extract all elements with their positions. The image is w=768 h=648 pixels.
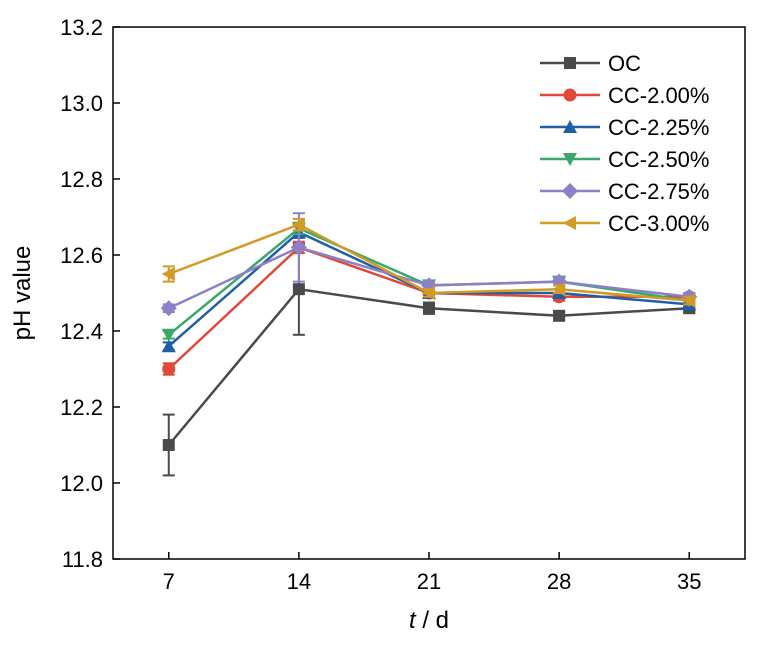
data-point-marker [162,362,176,376]
y-tick-label: 12.6 [60,243,103,268]
legend-label: CC-2.25% [608,115,709,140]
y-axis-title: pH value [9,246,36,341]
x-axis-title-variable: t [409,607,417,634]
x-tick-label: 14 [287,569,311,594]
data-point-marker [291,217,305,232]
data-point-marker [290,239,307,256]
data-point-marker [161,328,176,342]
x-axis-title: t / d [409,607,449,634]
y-tick-label: 12.4 [60,319,103,344]
legend-label: OC [608,51,641,76]
data-point-marker [422,286,435,300]
y-tick-label: 12.8 [60,167,103,192]
legend-label: CC-2.50% [608,147,709,172]
data-point-marker [553,309,566,322]
data-point-marker [563,88,577,102]
data-point-marker [160,300,177,317]
data-point-marker [564,57,576,69]
x-axis-title-unit: / d [416,607,449,634]
y-tick-label: 12.0 [60,471,103,496]
legend-item: CC-2.75% [540,179,709,204]
series-CC-3.00% [161,217,696,308]
x-tick-label: 7 [163,569,175,594]
legend-item: OC [540,51,641,76]
x-axis: 7 14 21 28 35 [163,552,701,594]
legend-label: CC-3.00% [608,211,709,236]
y-tick-label: 13.0 [60,91,103,116]
data-point-marker [161,267,175,281]
y-axis: 11.8 12.0 12.2 12.4 12.6 12.8 13.0 13.2 [60,15,120,572]
x-tick-label: 28 [547,569,571,594]
data-point-marker [292,283,305,296]
legend-item: CC-2.50% [540,147,709,172]
data-point-marker [562,183,578,199]
legend-label: CC-2.00% [608,83,709,108]
y-tick-label: 11.8 [62,547,103,572]
series-layer [160,212,698,477]
data-point-marker [423,302,435,315]
y-tick-label: 12.2 [60,395,103,420]
data-point-marker [552,282,566,297]
data-point-marker [563,120,577,133]
legend: OC CC-2.00% CC-2.25% CC-2.50% CC-2.75% CC-3.0… [540,51,709,236]
data-point-marker [161,339,176,353]
data-point-marker [162,439,175,451]
y-tick-label: 13.2 [60,15,103,40]
data-point-marker [563,153,577,166]
legend-item: CC-3.00% [540,211,709,236]
legend-item: CC-2.25% [540,115,709,140]
data-point-marker [682,293,696,308]
x-tick-label: 35 [677,569,701,594]
series-OC [162,242,696,477]
data-point-marker [563,216,576,230]
x-tick-label: 21 [417,569,441,594]
legend-item: CC-2.00% [540,83,709,108]
legend-label: CC-2.75% [608,179,709,204]
